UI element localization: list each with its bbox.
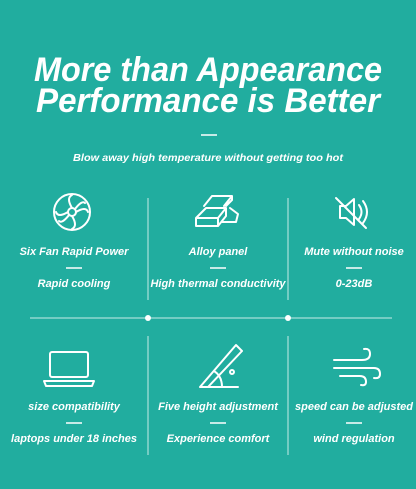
feature-label: Six Fan Rapid Power [20, 246, 130, 258]
dot [285, 315, 291, 321]
wind-icon [333, 347, 381, 387]
title-line: Performance is Better [36, 82, 382, 120]
angle-icon [199, 344, 243, 388]
feature-detail: laptops under 18 inches [11, 433, 137, 445]
feature-detail: Rapid cooling [38, 278, 111, 290]
title-line: More than Appearance [34, 51, 382, 89]
alloy-icon [195, 195, 239, 227]
dot [145, 315, 151, 321]
feature-detail: Experience comfort [167, 433, 271, 445]
feature-detail: 0-23dB [336, 278, 373, 290]
feature-label: size compatibility [28, 401, 121, 413]
feature-label: Alloy panel [188, 246, 249, 258]
feature-label: Mute without noise [304, 246, 404, 258]
feature-detail: High thermal conductivity [150, 278, 286, 290]
feature-label: speed can be adjusted [295, 401, 413, 413]
feature-detail: wind regulation [313, 433, 395, 445]
subtitle: Blow away high temperature without getti… [73, 152, 344, 164]
feature-label: Five height adjustment [158, 401, 279, 413]
laptop-icon [43, 351, 95, 387]
fan-icon [53, 193, 91, 231]
mute-icon [335, 197, 368, 229]
